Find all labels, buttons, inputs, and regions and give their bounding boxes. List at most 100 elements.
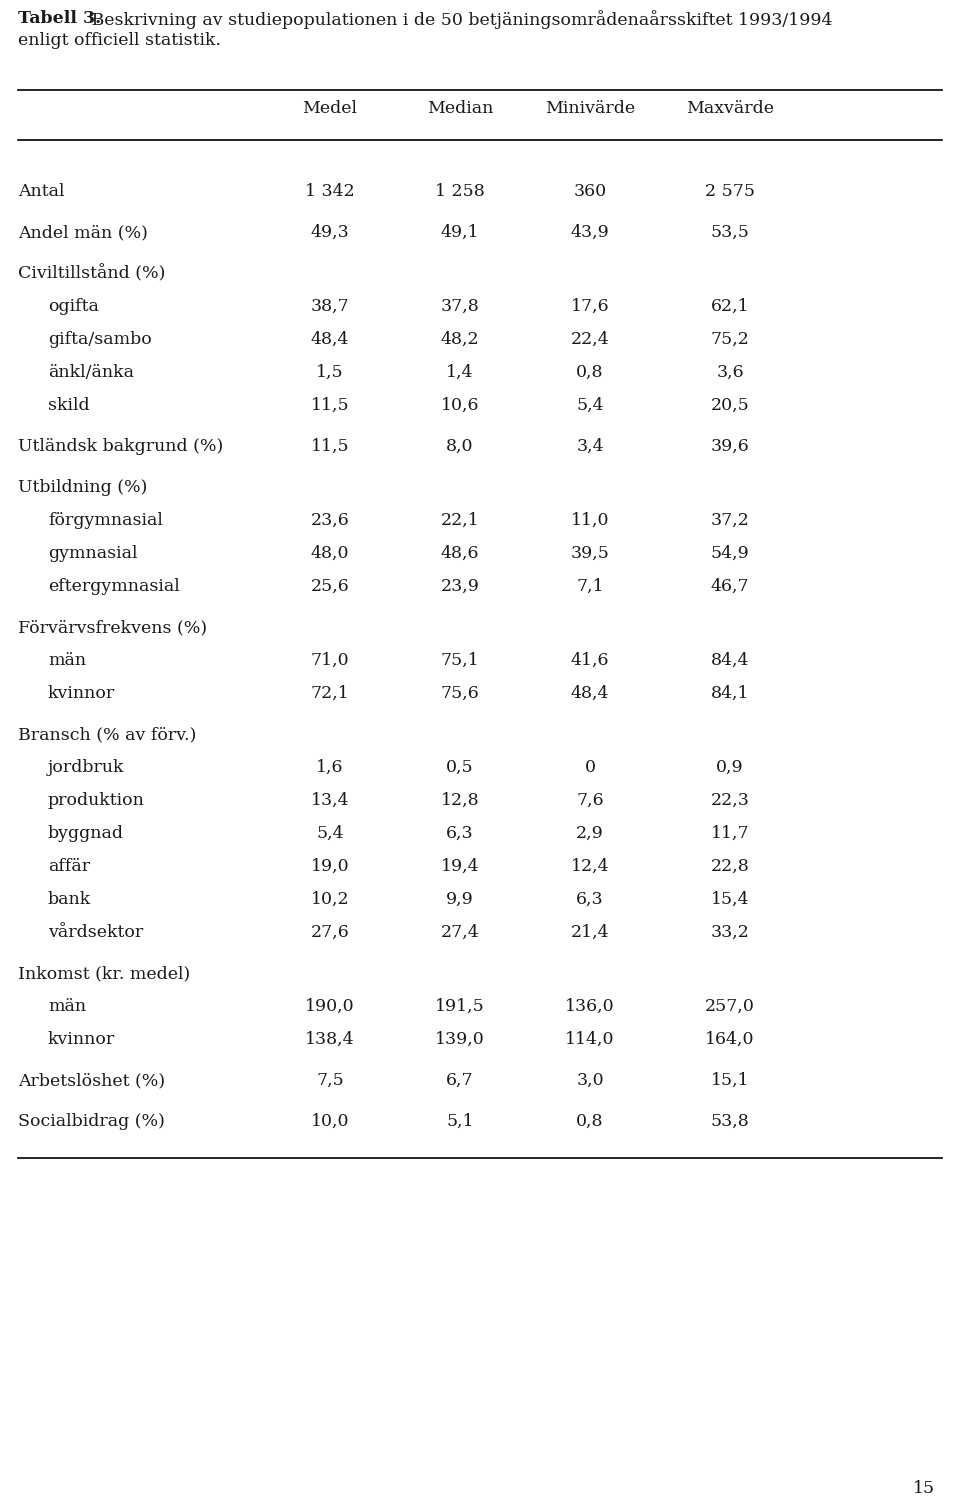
Text: 3,0: 3,0: [576, 1072, 604, 1090]
Text: 2 575: 2 575: [705, 184, 755, 200]
Text: 1 258: 1 258: [435, 184, 485, 200]
Text: 257,0: 257,0: [705, 998, 755, 1014]
Text: Civiltillstånd (%): Civiltillstånd (%): [18, 265, 165, 283]
Text: 75,1: 75,1: [441, 652, 479, 670]
Text: män: män: [48, 998, 86, 1014]
Text: 3,6: 3,6: [716, 364, 744, 381]
Text: 75,2: 75,2: [710, 331, 750, 348]
Text: Utländsk bakgrund (%): Utländsk bakgrund (%): [18, 438, 224, 455]
Text: 71,0: 71,0: [311, 652, 349, 670]
Text: 0,9: 0,9: [716, 759, 744, 777]
Text: 139,0: 139,0: [435, 1031, 485, 1047]
Text: gifta/sambo: gifta/sambo: [48, 331, 152, 348]
Text: 0,8: 0,8: [576, 1114, 604, 1130]
Text: 0,8: 0,8: [576, 364, 604, 381]
Text: 25,6: 25,6: [311, 578, 349, 594]
Text: 1,4: 1,4: [446, 364, 473, 381]
Text: 7,5: 7,5: [316, 1072, 344, 1090]
Text: 22,4: 22,4: [570, 331, 610, 348]
Text: 0: 0: [585, 759, 595, 777]
Text: 12,4: 12,4: [570, 858, 610, 874]
Text: 3,4: 3,4: [576, 438, 604, 455]
Text: 84,1: 84,1: [710, 685, 749, 701]
Text: 49,1: 49,1: [441, 224, 479, 241]
Text: 6,3: 6,3: [446, 825, 474, 841]
Text: 6,3: 6,3: [576, 891, 604, 908]
Text: eftergymnasial: eftergymnasial: [48, 578, 180, 594]
Text: skild: skild: [48, 397, 89, 414]
Text: 7,1: 7,1: [576, 578, 604, 594]
Text: 190,0: 190,0: [305, 998, 355, 1014]
Text: 164,0: 164,0: [706, 1031, 755, 1047]
Text: 2,9: 2,9: [576, 825, 604, 841]
Text: 33,2: 33,2: [710, 924, 750, 941]
Text: 19,0: 19,0: [311, 858, 349, 874]
Text: 191,5: 191,5: [435, 998, 485, 1014]
Text: 37,2: 37,2: [710, 512, 750, 528]
Text: gymnasial: gymnasial: [48, 545, 137, 561]
Text: 15,4: 15,4: [710, 891, 750, 908]
Text: 12,8: 12,8: [441, 792, 479, 810]
Text: 1,5: 1,5: [316, 364, 344, 381]
Text: 13,4: 13,4: [311, 792, 349, 810]
Text: 6,7: 6,7: [446, 1072, 474, 1090]
Text: Maxvärde: Maxvärde: [686, 99, 774, 117]
Text: 49,3: 49,3: [311, 224, 349, 241]
Text: 41,6: 41,6: [571, 652, 610, 670]
Text: 22,3: 22,3: [710, 792, 750, 810]
Text: Tabell 3.: Tabell 3.: [18, 11, 101, 27]
Text: 138,4: 138,4: [305, 1031, 355, 1047]
Text: 27,4: 27,4: [441, 924, 479, 941]
Text: kvinnor: kvinnor: [48, 685, 115, 701]
Text: 8,0: 8,0: [446, 438, 473, 455]
Text: 23,9: 23,9: [441, 578, 479, 594]
Text: 11,0: 11,0: [571, 512, 610, 528]
Text: 360: 360: [573, 184, 607, 200]
Text: 1,6: 1,6: [316, 759, 344, 777]
Text: 39,5: 39,5: [570, 545, 610, 561]
Text: vårdsektor: vårdsektor: [48, 924, 143, 941]
Text: män: män: [48, 652, 86, 670]
Text: ogifta: ogifta: [48, 298, 99, 315]
Text: produktion: produktion: [48, 792, 145, 810]
Text: 54,9: 54,9: [710, 545, 750, 561]
Text: Förvärvsfrekvens (%): Förvärvsfrekvens (%): [18, 619, 207, 637]
Text: 19,4: 19,4: [441, 858, 479, 874]
Text: Arbetslöshet (%): Arbetslöshet (%): [18, 1072, 165, 1090]
Text: 84,4: 84,4: [710, 652, 749, 670]
Text: 10,0: 10,0: [311, 1114, 349, 1130]
Text: 75,6: 75,6: [441, 685, 479, 701]
Text: 48,0: 48,0: [311, 545, 349, 561]
Text: Bransch (% av förv.): Bransch (% av förv.): [18, 725, 197, 743]
Text: 48,2: 48,2: [441, 331, 479, 348]
Text: 72,1: 72,1: [311, 685, 349, 701]
Text: 5,1: 5,1: [446, 1114, 474, 1130]
Text: Beskrivning av studiepopulationen i de 50 betjäningsområdenaårsskiftet 1993/1994: Beskrivning av studiepopulationen i de 5…: [86, 11, 832, 29]
Text: bank: bank: [48, 891, 91, 908]
Text: 48,4: 48,4: [311, 331, 349, 348]
Text: 1 342: 1 342: [305, 184, 355, 200]
Text: 10,2: 10,2: [311, 891, 349, 908]
Text: 22,1: 22,1: [441, 512, 479, 528]
Text: jordbruk: jordbruk: [48, 759, 125, 777]
Text: 114,0: 114,0: [565, 1031, 614, 1047]
Text: 5,4: 5,4: [316, 825, 344, 841]
Text: kvinnor: kvinnor: [48, 1031, 115, 1047]
Text: 11,5: 11,5: [311, 397, 349, 414]
Text: Inkomst (kr. medel): Inkomst (kr. medel): [18, 965, 190, 981]
Text: 10,6: 10,6: [441, 397, 479, 414]
Text: 37,8: 37,8: [441, 298, 479, 315]
Text: förgymnasial: förgymnasial: [48, 512, 163, 528]
Text: enligt officiell statistik.: enligt officiell statistik.: [18, 32, 221, 50]
Text: 136,0: 136,0: [565, 998, 614, 1014]
Text: Minivärde: Minivärde: [545, 99, 636, 117]
Text: 46,7: 46,7: [710, 578, 750, 594]
Text: 7,6: 7,6: [576, 792, 604, 810]
Text: 9,9: 9,9: [446, 891, 474, 908]
Text: 5,4: 5,4: [576, 397, 604, 414]
Text: Median: Median: [427, 99, 493, 117]
Text: 43,9: 43,9: [570, 224, 610, 241]
Text: 27,6: 27,6: [311, 924, 349, 941]
Text: 48,4: 48,4: [571, 685, 610, 701]
Text: 53,5: 53,5: [710, 224, 750, 241]
